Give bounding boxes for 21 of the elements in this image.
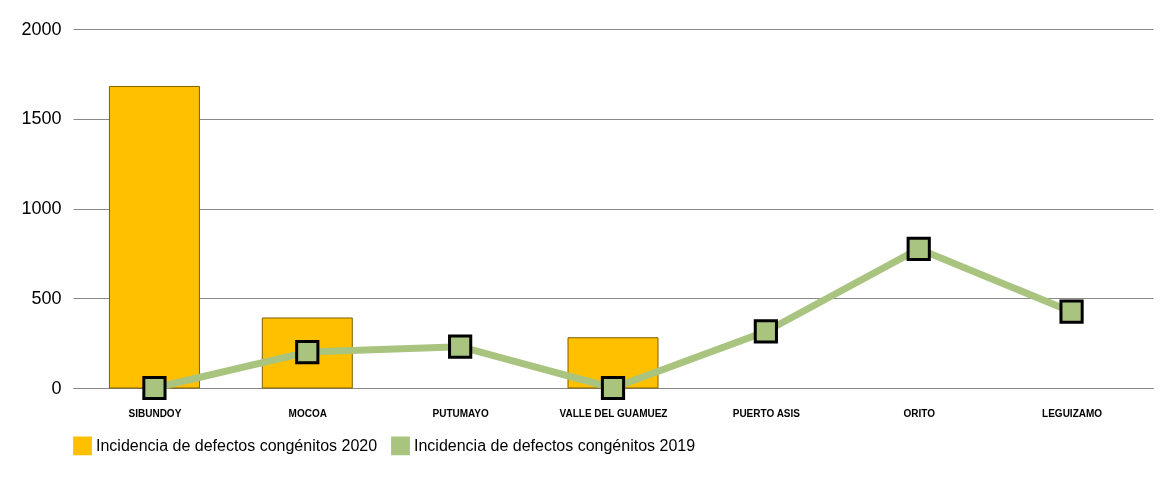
point	[753, 319, 778, 344]
x-tick-label: LEGUIZAMO	[1042, 407, 1103, 419]
x-tick-label: PUTUMAYO	[432, 407, 490, 419]
point	[142, 375, 167, 401]
y-tick-label: 2000	[21, 18, 62, 39]
point	[1059, 299, 1084, 324]
x-tick-label: PUERTO ASIS	[732, 407, 801, 419]
y-tick-label: 0	[51, 377, 62, 398]
x-tick-label: ORITO	[903, 407, 936, 419]
bar	[108, 85, 200, 389]
legend-label: Incidencia de defectos congénitos 2019	[414, 436, 696, 454]
legend-label: Incidencia de defectos congénitos 2020	[96, 436, 378, 454]
point	[600, 375, 626, 401]
y-tick-label: 500	[31, 287, 62, 308]
point	[906, 236, 931, 261]
x-tick-label: SIBUNDOY	[128, 407, 182, 419]
x-tick-label: VALLE DEL GUAMUEZ	[559, 407, 668, 419]
y-tick-label: 1500	[21, 108, 62, 129]
point	[448, 334, 473, 359]
x-tick-label: MOCOA	[288, 407, 327, 419]
y-tick-label: 1000	[21, 198, 62, 218]
